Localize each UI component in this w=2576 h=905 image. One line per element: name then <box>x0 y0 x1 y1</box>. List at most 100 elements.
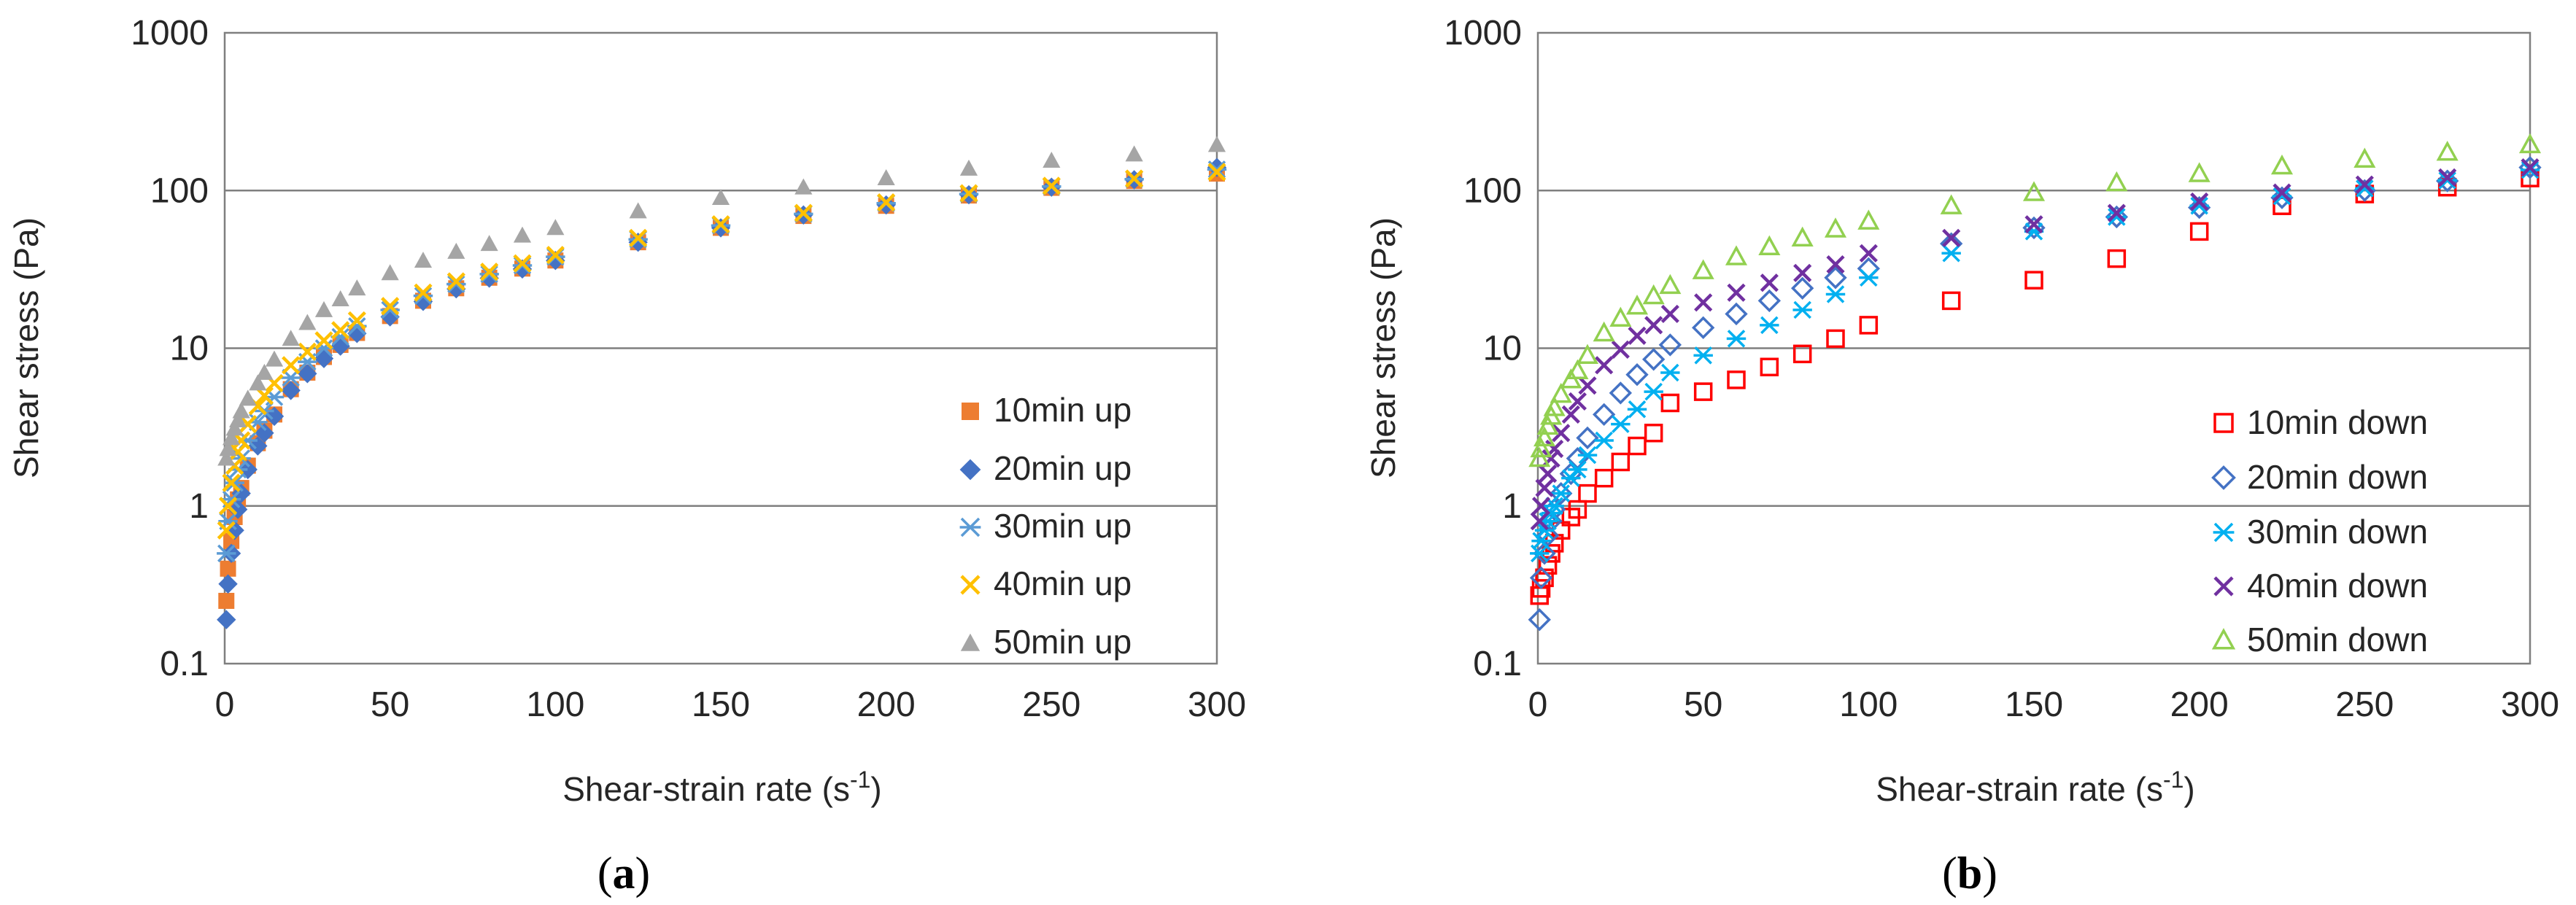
chart-b-series-4 <box>1530 158 2540 531</box>
chart-a-series-5-point-24 <box>794 178 813 195</box>
chart-b-series-2-point-11 <box>1592 403 1616 427</box>
chart-b-series-5-point-28 <box>2436 140 2459 161</box>
chart-b-series-5-point-21 <box>1857 209 1880 230</box>
chart-a-series-5-point-18 <box>447 242 465 259</box>
chart-b-series-5-point-11 <box>1593 321 1615 342</box>
chart-a-series-4-point-15 <box>347 311 366 330</box>
chart-b-series <box>1528 133 2542 632</box>
chart-b-series-1-point-19 <box>1792 344 1812 364</box>
chart-a-x-tick-label-6: 250 <box>1022 685 1080 724</box>
chart-b-series-4-point-8 <box>1561 405 1580 424</box>
chart-b-legend-item-2: 20min down <box>2211 458 2428 496</box>
chart-b-legend-label-1: 10min down <box>2247 403 2428 441</box>
chart-a-y-tick-label-2: 1 <box>189 487 209 526</box>
chart-b-series-4-point-19 <box>1793 263 1812 282</box>
chart-a-series-5-point-29 <box>1207 136 1226 152</box>
chart-a-legend-marker-4 <box>960 575 980 595</box>
chart-b-legend-item-4: 40min down <box>2213 567 2428 605</box>
chart-b-series-5-point-12 <box>1609 306 1632 327</box>
chart-a-series-4-point-24 <box>794 203 813 222</box>
chart-b-series-2-point-19 <box>1790 276 1814 300</box>
chart-b-series-1-point-11 <box>1594 468 1614 488</box>
chart-b-y-axis-label: Shear stress (Pa) <box>1364 217 1402 478</box>
chart-a-series-3-point-18 <box>446 275 466 293</box>
chart-b-series-4-point-22 <box>1942 228 1961 247</box>
chart-a-legend-label-2: 20min up <box>994 449 1132 487</box>
chart-b-series-5-point-20 <box>1824 217 1847 238</box>
chart-b-series-3-point-21 <box>1859 268 1879 287</box>
chart-b-series-2-point-14 <box>1641 348 1666 371</box>
chart-b-series-2-point-13 <box>1625 363 1649 387</box>
chart-a-series-4-point-11 <box>282 356 301 375</box>
chart-b-legend-label-4: 40min down <box>2247 567 2428 605</box>
chart-b-series-5-point-24 <box>2105 171 2128 192</box>
chart-a-series-2-point-12 <box>298 364 317 384</box>
chart-b-series-4-point-1 <box>1530 512 1549 531</box>
chart-a-series-5-point-10 <box>265 350 284 367</box>
chart-a-legend-label-5: 50min up <box>994 623 1132 661</box>
chart-a-legend: 10min up 20min up 30min up 40min up 50mi… <box>959 391 1132 661</box>
chart-b-legend-item-5: 50min down <box>2211 621 2428 659</box>
chart-b-legend-marker-1 <box>2213 413 2234 433</box>
chart-b-series-4-point-10 <box>1578 376 1597 395</box>
chart-a-x-axis-label-superscript: -1 <box>850 766 870 793</box>
chart-b-x-ticks: 0 50 100 150 200 250 300 <box>1528 685 2559 724</box>
chart-a-series-4-point-17 <box>414 283 433 302</box>
chart-a-series-4-point-27 <box>1042 176 1061 195</box>
chart-b-y-tick-label-1: 0.1 <box>1473 645 1522 683</box>
chart-b-series-4-point-26 <box>2273 183 2291 202</box>
chart-b-series-3-point-2 <box>1531 532 1551 550</box>
chart-b-series-4-point-24 <box>2107 203 2126 222</box>
chart-b-series-4-point-4 <box>1539 465 1558 483</box>
chart-a-series-5-point-17 <box>414 252 433 268</box>
chart-b-series-3-point-19 <box>1792 300 1812 319</box>
chart-a-x-tick-label-1: 0 <box>215 685 235 724</box>
chart-a-series-5-point-6 <box>232 402 250 419</box>
chart-b-series-5-point-9 <box>1566 359 1589 380</box>
chart-b-series-3-point-29 <box>2520 160 2540 179</box>
chart-b-series-5-point-22 <box>1940 194 1962 214</box>
chart-b-series-4-point-13 <box>1628 326 1647 345</box>
chart-a-series-5-point-8 <box>249 374 267 391</box>
chart-b-series-5-point-15 <box>1659 273 1682 295</box>
chart-a-series-5-point-2 <box>219 440 237 457</box>
chart-a-series-4-point-1 <box>217 521 236 540</box>
chart-a: 0.1 1 10 100 1000 0 50 100 150 200 250 300 Shear s… <box>7 14 1246 898</box>
chart-b-series-4-point-21 <box>1859 244 1878 263</box>
chart-b-series-4-point-9 <box>1568 392 1587 411</box>
chart-b-series-3-point-20 <box>1825 285 1846 303</box>
chart-b-x-tick-label-6: 250 <box>2335 685 2394 724</box>
chart-b-series-4-point-3 <box>1535 478 1554 497</box>
chart-b-series-5-point-17 <box>1725 245 1748 265</box>
chart-a-series-3-point-16 <box>380 300 400 319</box>
chart-a-series-4-point-25 <box>877 193 896 212</box>
chart-a-series-4-point-28 <box>1125 169 1144 188</box>
chart-b-x-tick-label-7: 300 <box>2501 685 2559 724</box>
chart-a-series-5-point-19 <box>480 235 498 252</box>
chart-b-x-axis-label-superscript: -1 <box>2163 766 2184 793</box>
chart-b-series-5-point-19 <box>1791 226 1814 246</box>
chart-b-series-5-point-27 <box>2353 147 2376 168</box>
chart-a-series-4-point-26 <box>959 184 978 203</box>
chart-b-series-5-point-13 <box>1625 294 1649 315</box>
chart-a-series-3-point-4 <box>225 473 244 492</box>
chart-b-series-1-point-23 <box>2024 271 2043 290</box>
chart-b-gridlines <box>1538 190 2530 507</box>
chart-b-legend-item-3: 30min down <box>2213 513 2428 551</box>
chart-b-series-4-point-25 <box>2190 192 2209 211</box>
chart-b-panel-label: (b) <box>1942 849 1997 898</box>
chart-a-series-5-point-3 <box>222 429 241 446</box>
chart-b-series-1-point-10 <box>1578 483 1597 503</box>
chart-a-y-tick-label-5: 1000 <box>131 14 209 53</box>
chart-a-series-5-point-11 <box>282 330 300 346</box>
chart-a-series-4-point-18 <box>446 272 465 291</box>
chart-a-legend-item-4: 40min up <box>960 564 1132 602</box>
chart-b-series-4-point-15 <box>1660 304 1679 324</box>
chart-b-series-5-point-4 <box>1536 414 1559 435</box>
chart-b-series-2-point-12 <box>1609 381 1633 405</box>
chart-b-legend-marker-5 <box>2211 628 2236 650</box>
chart-b-series-4-point-14 <box>1644 316 1663 335</box>
chart-b-series-1-point-25 <box>2189 222 2209 241</box>
chart-b-series-1-point-16 <box>1693 382 1713 401</box>
chart-b-series-5-point-2 <box>1530 437 1552 458</box>
